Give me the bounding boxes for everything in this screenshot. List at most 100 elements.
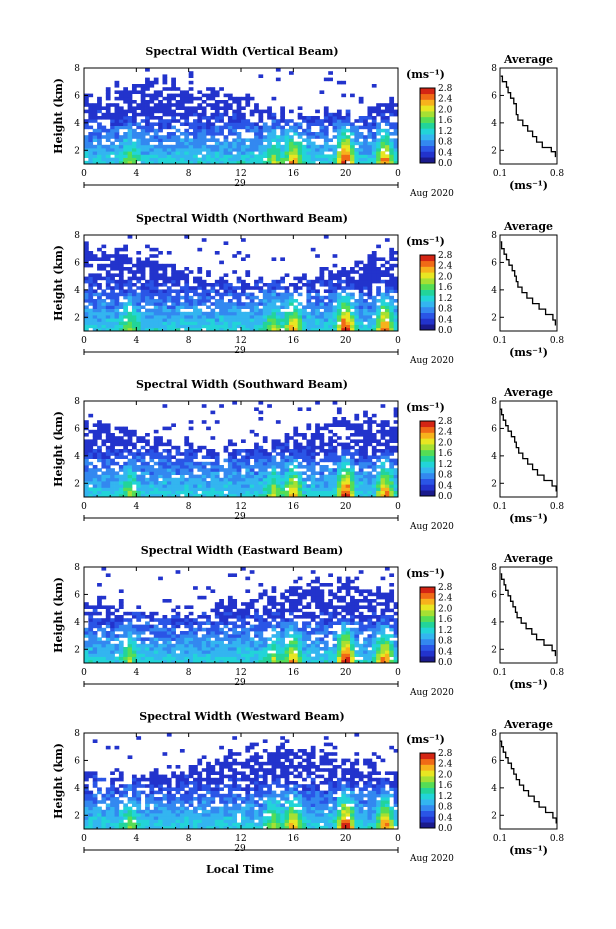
heatmap-cell: [158, 318, 163, 322]
heatmap-cell: [88, 455, 94, 459]
heatmap-cell: [280, 109, 286, 114]
heatmap-cell: [162, 96, 168, 101]
heatmap-cell: [328, 487, 333, 491]
heatmap-cell: [275, 321, 281, 325]
heatmap-cell: [88, 631, 94, 635]
heatmap-cell: [162, 327, 168, 332]
heatmap-cell: [241, 283, 246, 287]
heatmap-cell: [140, 487, 146, 491]
heatmap-cell: [97, 283, 102, 287]
heatmap-cell: [232, 640, 238, 645]
heatmap-cell: [393, 426, 399, 431]
heatmap-cell: [101, 321, 107, 325]
heatmap-cell: [275, 308, 281, 313]
heatmap-cell: [358, 260, 364, 265]
colorbar-tick-label: 2.8: [438, 84, 453, 94]
heatmap-cell: [241, 455, 246, 459]
heatmap-cell: [227, 103, 233, 107]
heatmap-cell: [232, 599, 238, 603]
heatmap-cell: [319, 276, 325, 281]
heatmap-cell: [127, 318, 133, 322]
heatmap-cell: [188, 324, 194, 329]
heatmap-cell: [389, 324, 395, 329]
heatmap-cell: [201, 135, 207, 139]
heatmap-cell: [110, 112, 115, 117]
heatmap-cell: [302, 611, 307, 616]
heatmap-cell: [284, 595, 290, 600]
heatmap-cell: [363, 267, 368, 271]
heatmap-cell: [249, 627, 255, 632]
heatmap-cell: [302, 659, 307, 664]
heatmap-cell: [389, 327, 395, 332]
heatmap-cell: [354, 270, 360, 274]
x-tick-label: 8: [186, 336, 192, 346]
heatmap-cell: [267, 144, 272, 149]
heatmap-cell: [393, 315, 399, 319]
heatmap-cell: [341, 583, 347, 587]
heatmap-cell: [88, 445, 94, 450]
x-tick-label: 4: [133, 169, 139, 179]
heatmap-cell: [328, 573, 333, 577]
heatmap-cell: [84, 468, 89, 472]
heatmap-cell: [367, 426, 373, 431]
heatmap-cell: [171, 109, 176, 114]
heatmap-cell: [350, 643, 355, 648]
heatmap-cell: [319, 627, 325, 632]
heatmap-cell: [267, 128, 272, 133]
heatmap-cell: [118, 321, 124, 325]
heatmap-cell: [328, 592, 333, 597]
heatmap-cell: [363, 433, 368, 437]
heatmap-cell: [236, 286, 242, 290]
heatmap-cell: [219, 144, 224, 149]
heatmap-cell: [236, 611, 242, 616]
heatmap-cell: [193, 321, 198, 325]
heatmap-cell: [354, 493, 360, 498]
heatmap-cell: [110, 292, 115, 297]
heatmap-cell: [350, 618, 355, 622]
heatmap-cell: [363, 318, 368, 322]
heatmap-cell: [175, 299, 181, 303]
heatmap-cell: [84, 442, 89, 447]
heatmap-cell: [336, 605, 342, 609]
heatmap-cell: [341, 423, 347, 427]
heatmap-cell: [267, 157, 272, 162]
heatmap-cell: [319, 90, 325, 94]
heatmap-cell: [232, 474, 238, 479]
heatmap-cell: [232, 621, 238, 625]
heatmap-cell: [206, 650, 211, 654]
heatmap-cell: [241, 627, 246, 632]
heatmap-cell: [249, 465, 255, 469]
heatmap-cell: [149, 327, 155, 332]
heatmap-cell: [193, 112, 198, 117]
heatmap-cell: [345, 634, 351, 638]
heatmap-cell: [118, 144, 124, 149]
heatmap-cell: [332, 487, 338, 491]
heatmap-cell: [297, 442, 303, 447]
heatmap-cell: [354, 119, 360, 123]
heatmap-cell: [275, 640, 281, 645]
heatmap-cell: [328, 468, 333, 472]
heatmap-cell: [332, 608, 338, 613]
heatmap-cell: [232, 487, 238, 491]
heatmap-cell: [127, 643, 133, 648]
heatmap-cell: [88, 109, 94, 114]
heatmap-cell: [262, 618, 268, 622]
heatmap-cell: [310, 484, 316, 488]
heatmap-cell: [245, 493, 251, 498]
heatmap-cell: [84, 321, 89, 325]
heatmap-cell: [288, 455, 294, 459]
heatmap-cell: [171, 493, 176, 498]
heatmap-cell: [188, 643, 194, 648]
heatmap-cell: [384, 327, 390, 332]
heatmap-cell: [136, 615, 142, 619]
heatmap-cell: [310, 144, 316, 149]
heatmap-cell: [288, 592, 294, 597]
heatmap-cell: [323, 116, 329, 120]
heatmap-cell: [319, 283, 325, 287]
heatmap-cell: [114, 615, 120, 619]
heatmap-cell: [166, 324, 172, 329]
heatmap-cell: [123, 160, 129, 165]
heatmap-cell: [171, 302, 176, 306]
heatmap-cell: [350, 423, 355, 427]
heatmap-cell: [336, 116, 342, 120]
